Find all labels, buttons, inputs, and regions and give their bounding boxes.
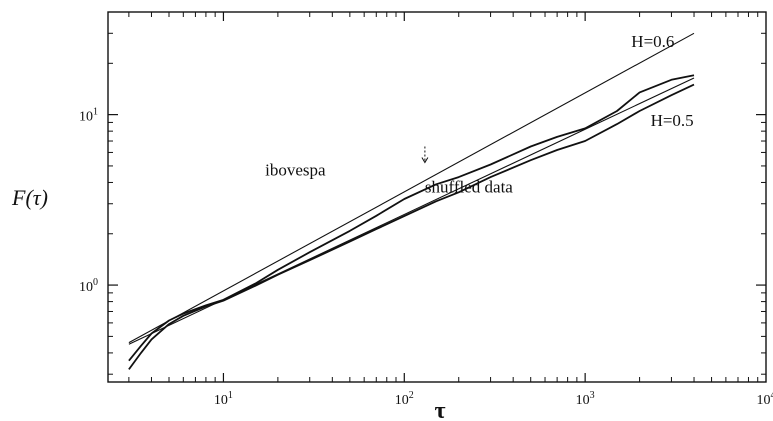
y-tick-label: 101 [79, 107, 98, 125]
series-line-h-0-5 [128, 77, 695, 345]
series-line-h-0-6 [128, 32, 695, 344]
y-axis-title: F(τ) [11, 185, 48, 210]
annotation-shuffled-data: shuffled data [425, 177, 513, 196]
annotation-h-0-5: H=0.5 [651, 111, 694, 130]
x-tick-label: 103 [576, 390, 595, 408]
series-line-shuffled-data [128, 83, 695, 370]
x-tick-label: 101 [214, 390, 233, 408]
plot-frame [107, 11, 767, 383]
x-axis-title: τ [434, 398, 445, 421]
annotation-ibovespa: ibovespa [265, 160, 326, 179]
y-tick-label: 100 [79, 277, 98, 295]
x-tick-label: 104 [757, 390, 773, 408]
annotation-h-0-6: H=0.6 [631, 32, 674, 51]
arrow-marker-head [421, 157, 429, 164]
x-tick-label: 102 [395, 390, 414, 408]
